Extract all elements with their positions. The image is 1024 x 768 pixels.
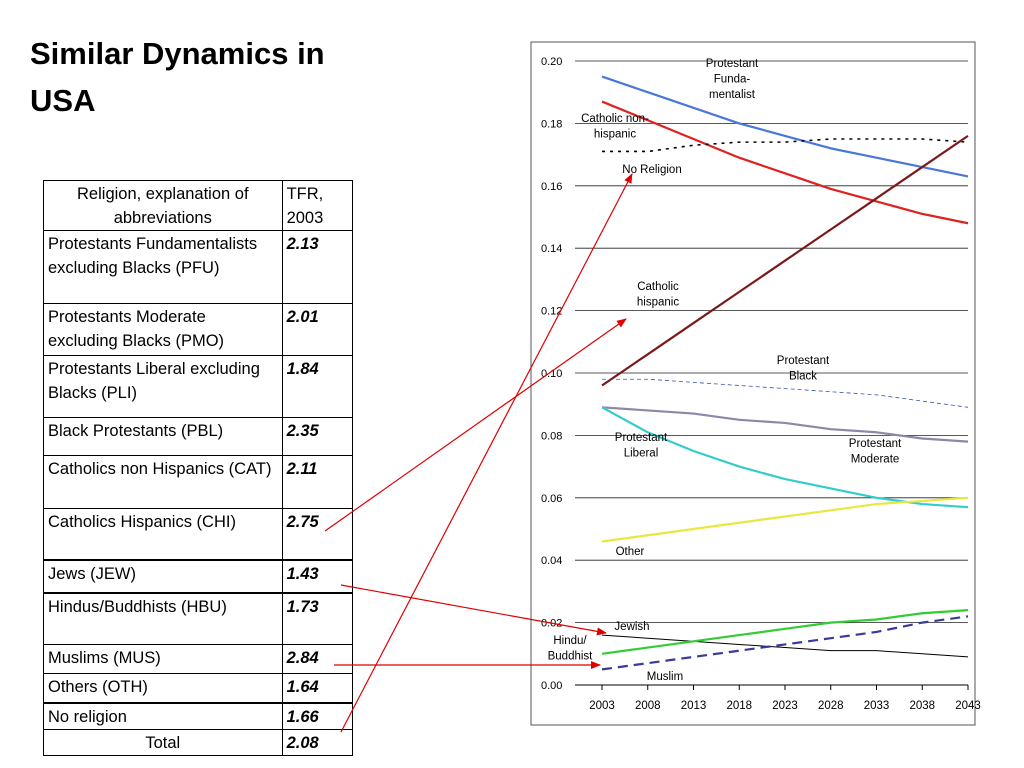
grid-layer [575,60,968,686]
series-label-line: Protestant [615,432,668,444]
series-label: Protestant Funda-mentalist [706,58,759,101]
series-label-line: Protestant [849,438,902,450]
series-label-line: hispanic [637,297,679,309]
x-tick-label: 2018 [726,700,752,712]
series-line [601,609,969,655]
series-label-line: Moderate [851,454,900,466]
table-total-row: Total 2.08 [43,728,354,756]
tfr-cell: 1.84 [281,355,354,418]
total-tfr: 2.08 [281,728,354,756]
series-label-line: Hindu/ [553,635,587,647]
series-layer [601,75,969,671]
series-label-line: mentalist [709,89,756,101]
series-label: Catholic non-hispanic [581,113,649,141]
series-label-line: Funda- [714,74,751,86]
series-label-line: Protestant [706,58,759,70]
x-tick-label: 2013 [681,700,707,712]
series-label-line: Catholic [637,281,679,293]
series-line [602,378,969,408]
x-tick-label: 2033 [864,700,890,712]
religion-cell: Protestants Fundamentalists excluding Bl… [43,230,283,304]
religion-cell: Black Protestants (PBL) [43,417,283,456]
table-row: Jews (JEW) 1.43 [43,558,354,593]
x-tick-label: 2008 [635,700,661,712]
table-row: Hindus/Buddhists (HBU) 1.73 [43,591,354,645]
tfr-cell: 1.43 [281,558,354,593]
religion-cell: Hindus/Buddhists (HBU) [43,591,283,645]
tfr-cell: 2.35 [281,417,354,456]
table-row: Protestants Liberal excluding Blacks (PL… [43,355,354,418]
arrow-layer [324,173,633,733]
series-label: No Religion [622,164,681,176]
series-label: Muslim [647,671,683,683]
series-line [601,406,969,443]
tfr-table: Religion, explanation of abbreviations T… [43,180,354,756]
series-label: Protestant Liberal [615,432,668,460]
series-line [601,615,969,671]
series-label-line: Catholic non- [581,113,649,125]
y-tick-label: 0.04 [541,555,562,567]
x-tick-label: 2003 [589,700,615,712]
y-tick-label: 0.14 [541,243,562,255]
series-line [601,496,969,543]
series-line [601,75,969,178]
slide-title: Similar Dynamics in USA [30,36,325,118]
header-religion: Religion, explanation of abbreviations [43,180,283,231]
religion-cell: Protestants Moderate excluding Blacks (P… [43,303,283,356]
tfr-cell: 1.73 [281,591,354,645]
header-tfr: TFR, 2003 [281,180,354,231]
tfr-cell: 2.11 [281,455,354,509]
y-tick-label: 0.20 [541,56,562,68]
label-layer: Protestant Funda-mentalist Catholic non-hi… [548,58,902,683]
series-line [602,138,969,153]
y-tick-label: 0.00 [541,680,562,692]
religion-cell: Catholics non Hispanics (CAT) [43,455,283,509]
tfr-cell: 2.75 [281,508,354,560]
series-label: Jewish [614,621,649,633]
y-tick-label: 0.16 [541,181,562,193]
table-row: Catholics non Hispanics (CAT) 2.11 [43,455,354,509]
connector-arrow [340,173,633,733]
x-tick-label: 2028 [818,700,844,712]
series-label-line: Black [789,371,817,383]
series-line [601,634,969,658]
series-label: Hindu/Buddhist [548,635,594,663]
connector-arrow [324,318,627,532]
y-tick-label: 0.08 [541,430,562,442]
religion-cell: Catholics Hispanics (CHI) [43,508,283,560]
table-header-row: Religion, explanation of abbreviations T… [43,180,354,231]
table-row: Protestants Fundamentalists excluding Bl… [43,230,354,304]
table-row: Catholics Hispanics (CHI) 2.75 [43,508,354,560]
total-label: Total [43,728,283,756]
series-label: Protestant Black [777,355,830,383]
y-tick-label: 0.18 [541,118,562,130]
table-row: Others (OTH) 1.64 [43,673,354,703]
tfr-cell: 2.01 [281,303,354,356]
series-label-line: Liberal [624,448,659,460]
x-tick-label: 2038 [909,700,935,712]
table-row: Black Protestants (PBL) 2.35 [43,417,354,456]
series-label: Other [616,546,645,558]
axis-layer: 0.200.180.160.140.120.100.080.060.040.02… [541,56,981,712]
series-label-line: hispanic [594,129,636,141]
series-label: Catholic hispanic [637,281,679,309]
y-tick-label: 0.10 [541,368,562,380]
x-tick-label: 2043 [955,700,981,712]
y-tick-label: 0.06 [541,493,562,505]
connector-arrow [340,584,607,636]
tfr-cell: 2.13 [281,230,354,304]
x-tick-label: 2023 [772,700,798,712]
series-label-line: Protestant [777,355,830,367]
chart-frame [530,41,976,726]
series-line [601,134,969,387]
religion-cell: Others (OTH) [43,673,283,703]
series-label: Protestant Moderate [849,438,902,466]
tfr-cell: 1.64 [281,673,354,703]
religion-cell: Protestants Liberal excluding Blacks (PL… [43,355,283,418]
y-tick-label: 0.12 [541,306,562,318]
table-row: Protestants Moderate excluding Blacks (P… [43,303,354,356]
series-line [601,100,969,225]
series-label-line: Buddhist [548,651,594,663]
